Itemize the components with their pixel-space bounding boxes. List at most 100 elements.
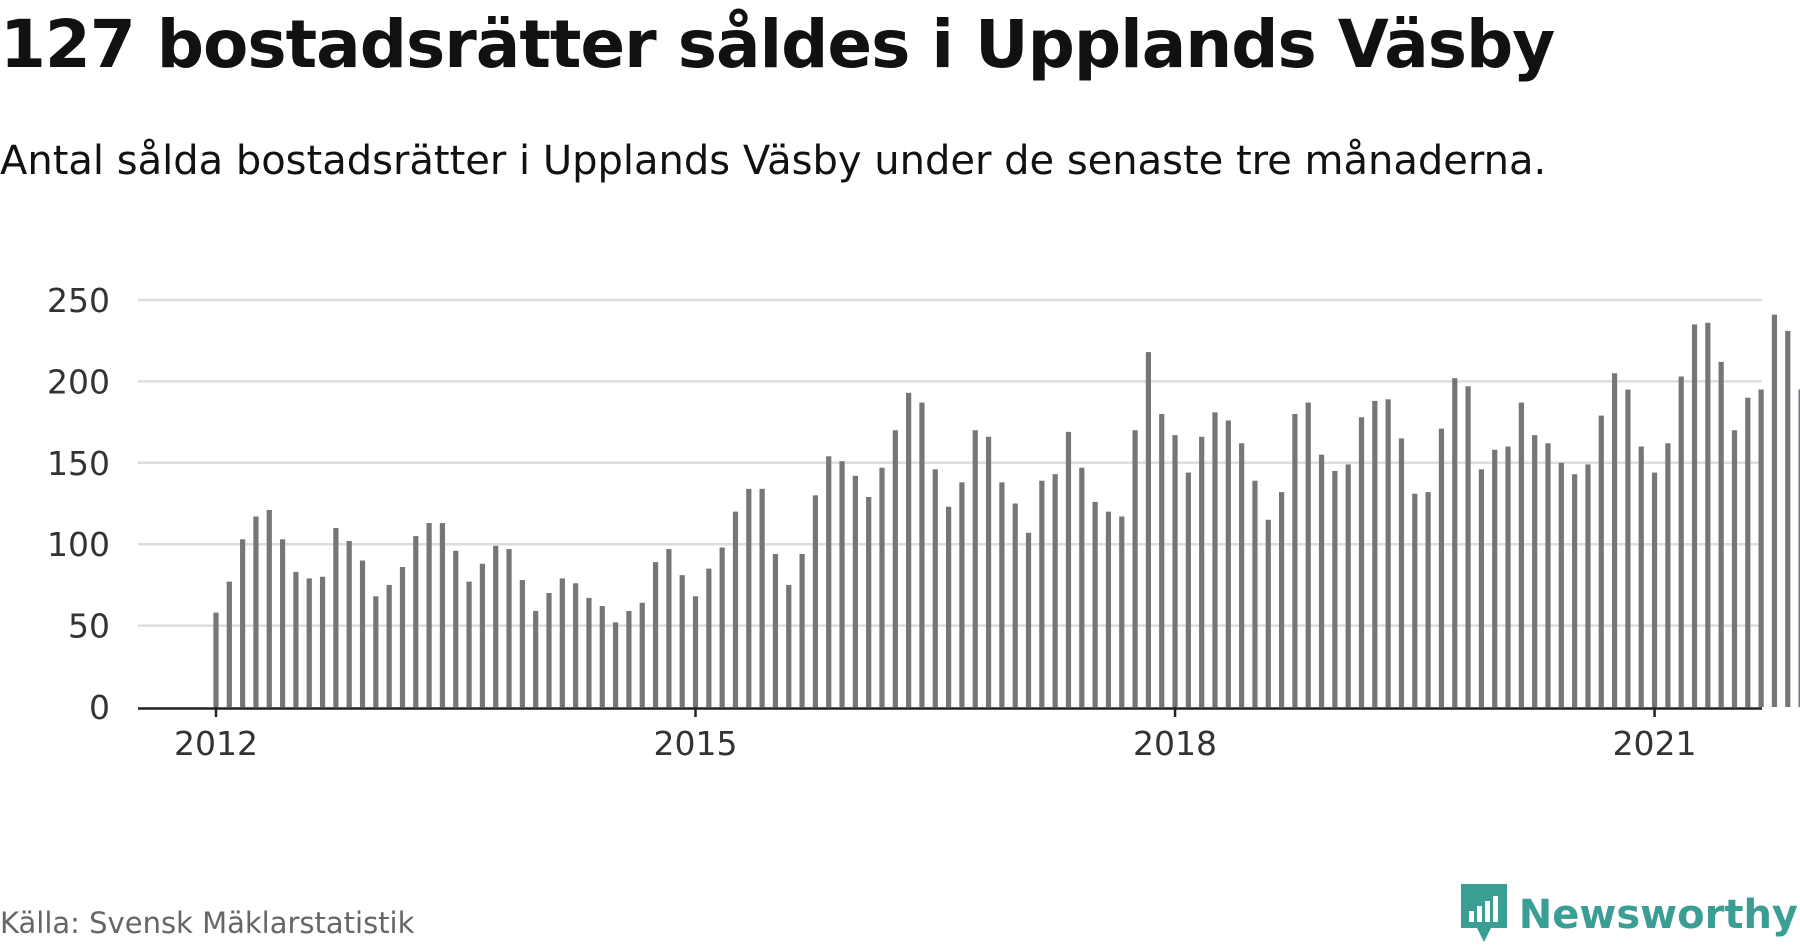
bar <box>1505 446 1511 707</box>
bar <box>1199 436 1205 707</box>
bar <box>1731 430 1738 707</box>
bar <box>1665 443 1671 707</box>
bar <box>826 456 832 707</box>
bar <box>1412 493 1418 707</box>
bar <box>1012 503 1018 707</box>
x-tick-label: 2018 <box>1133 724 1217 763</box>
chart-subtitle: Antal sålda bostadsrätter i Upplands Väs… <box>0 138 1547 184</box>
bar <box>253 516 259 707</box>
bar <box>799 553 805 707</box>
bar <box>1065 431 1072 707</box>
bar <box>493 545 499 707</box>
bar <box>1039 480 1045 707</box>
bar <box>413 536 419 707</box>
bar <box>1638 446 1644 707</box>
bar <box>1252 480 1258 707</box>
bar <box>1265 519 1271 707</box>
bar <box>932 469 938 707</box>
bar <box>919 402 925 707</box>
bar <box>306 578 312 707</box>
bar <box>453 550 459 707</box>
bar <box>719 547 725 707</box>
bar <box>1438 428 1445 707</box>
bar <box>519 580 525 707</box>
bar <box>985 436 992 707</box>
y-tick-label: 0 <box>89 688 110 727</box>
bar <box>586 597 592 707</box>
bar <box>1132 430 1138 707</box>
bar <box>559 578 565 707</box>
bar <box>359 560 366 707</box>
bar <box>213 612 219 707</box>
bar <box>852 475 858 707</box>
bar <box>692 596 699 707</box>
x-tick-label: 2021 <box>1613 724 1697 763</box>
bar <box>1185 472 1191 707</box>
bar <box>759 488 765 707</box>
bar <box>1079 467 1085 707</box>
bar <box>1705 322 1711 707</box>
bar <box>1771 314 1778 707</box>
bar <box>226 581 232 707</box>
bar <box>1239 443 1245 707</box>
bar <box>786 584 792 707</box>
bar <box>839 461 845 707</box>
bar <box>1345 464 1351 707</box>
bar <box>479 563 485 707</box>
bar <box>1465 386 1471 707</box>
bar <box>280 539 286 707</box>
bar <box>946 506 952 707</box>
bar <box>626 610 632 707</box>
bar <box>1612 373 1618 707</box>
bar <box>706 568 712 707</box>
bar <box>1572 474 1578 707</box>
bar <box>1332 470 1338 707</box>
bar <box>506 549 512 707</box>
y-tick-label: 100 <box>47 525 110 564</box>
y-axis-labels: 0 50 100 150 200 250 <box>47 281 110 727</box>
bar <box>1678 376 1684 707</box>
bar <box>959 482 965 707</box>
chart-title: 127 bostadsrätter såldes i Upplands Väsb… <box>0 6 1555 83</box>
bar <box>1532 435 1538 707</box>
bar <box>639 602 645 707</box>
bar <box>1145 352 1151 707</box>
bar <box>772 553 779 707</box>
bar <box>333 527 339 707</box>
bar <box>1052 474 1058 707</box>
bar <box>599 606 605 707</box>
bar <box>1212 412 1218 707</box>
bar <box>666 549 672 707</box>
bar <box>1279 492 1285 707</box>
newsworthy-logo-icon <box>1460 884 1507 942</box>
bar <box>1785 330 1791 707</box>
bar <box>546 593 552 707</box>
bar <box>1425 492 1431 707</box>
bar <box>1372 400 1378 707</box>
bar <box>1292 413 1298 707</box>
source-note: Källa: Svensk Mäklarstatistik <box>0 906 415 940</box>
bar <box>1105 511 1112 707</box>
bar <box>679 575 685 707</box>
bar <box>1305 402 1311 707</box>
bar <box>533 610 539 707</box>
bar <box>1318 454 1325 707</box>
bar <box>746 488 752 707</box>
bar <box>293 571 299 707</box>
bar <box>1492 449 1498 707</box>
bar <box>1745 397 1751 707</box>
bar <box>426 523 432 707</box>
bar <box>812 495 818 707</box>
bar <box>1545 443 1551 707</box>
y-tick-label: 250 <box>47 281 110 320</box>
x-axis-ticks: 20122015201820212023 <box>174 707 1697 763</box>
bar <box>1358 417 1365 707</box>
bar <box>386 584 392 707</box>
bar <box>266 510 272 707</box>
bar <box>1651 472 1658 707</box>
bar <box>652 562 659 707</box>
brand-name: Newsworthy <box>1518 892 1798 938</box>
bar <box>1025 532 1032 707</box>
bar <box>399 566 406 707</box>
